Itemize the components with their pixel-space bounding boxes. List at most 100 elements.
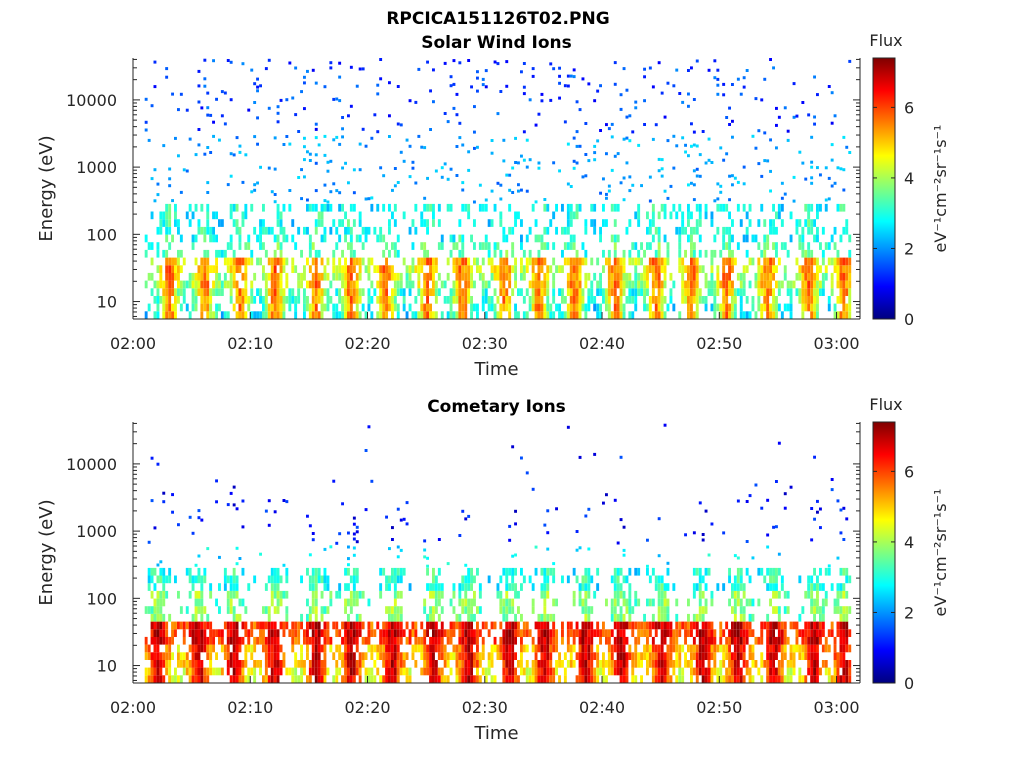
spectrogram-cell bbox=[508, 621, 512, 630]
spectrogram-cell bbox=[804, 636, 808, 645]
spectrogram-cell bbox=[745, 311, 749, 319]
spectrogram-cell bbox=[197, 575, 201, 584]
spectrogram-cell bbox=[540, 660, 544, 668]
spectrogram-cell bbox=[546, 575, 550, 584]
spectrogram-cell bbox=[420, 296, 424, 304]
spectrogram-cell bbox=[267, 166, 271, 170]
spectrogram-cell bbox=[338, 644, 342, 653]
spectrogram-cell bbox=[792, 660, 796, 668]
spectrogram-cell bbox=[531, 644, 535, 653]
spectrogram-cell bbox=[810, 311, 814, 319]
spectrogram-cell bbox=[165, 575, 169, 584]
spectrogram-cell bbox=[323, 303, 327, 312]
spectrogram-cell bbox=[259, 296, 262, 304]
spectrogram-cell bbox=[294, 296, 298, 304]
spectrogram-cell bbox=[179, 234, 183, 243]
spectrogram-cell bbox=[692, 583, 696, 591]
spectrogram-cell bbox=[666, 583, 670, 591]
spectrogram-cell bbox=[833, 226, 837, 235]
spectrogram-cell bbox=[297, 660, 301, 668]
spectrogram-cell bbox=[777, 288, 781, 296]
spectrogram-cell bbox=[654, 675, 658, 683]
spectrogram-cell bbox=[270, 265, 274, 273]
spectrogram-cell bbox=[678, 257, 682, 266]
spectrogram-cell bbox=[270, 590, 274, 599]
spectrogram-cell bbox=[344, 211, 347, 220]
spectrogram-cell bbox=[534, 644, 538, 653]
spectrogram-cell bbox=[848, 575, 852, 584]
spectrogram-cell bbox=[355, 567, 359, 576]
spectrogram-cell bbox=[443, 644, 447, 653]
spectrogram-cell bbox=[426, 226, 429, 235]
spectrogram-cell bbox=[657, 652, 661, 660]
spectrogram-cell bbox=[179, 280, 183, 289]
spectrogram-cell bbox=[552, 242, 556, 250]
spectrogram-cell bbox=[391, 188, 394, 192]
spectrogram-cell bbox=[502, 272, 506, 281]
spectrogram-cell bbox=[314, 675, 318, 683]
spectrogram-cell bbox=[775, 296, 778, 304]
spectrogram-cell bbox=[218, 219, 221, 227]
spectrogram-cell bbox=[619, 296, 623, 304]
spectrogram-cell bbox=[728, 265, 731, 273]
spectrogram-cell bbox=[174, 311, 177, 319]
spectrogram-cell bbox=[226, 575, 230, 584]
spectrogram-cell bbox=[303, 288, 306, 296]
spectrogram-cell bbox=[637, 211, 641, 220]
spectrogram-cell bbox=[690, 211, 693, 220]
spectrogram-cell bbox=[168, 184, 172, 188]
spectrogram-cell bbox=[628, 583, 632, 591]
spectrogram-cell bbox=[602, 660, 605, 668]
spectrogram-cell bbox=[206, 652, 210, 660]
spectrogram-cell bbox=[437, 272, 441, 281]
spectrogram-cell bbox=[663, 296, 667, 304]
spectrogram-cell bbox=[616, 257, 620, 266]
spectrogram-cell bbox=[546, 531, 550, 535]
spectrogram-cell bbox=[203, 575, 207, 584]
spectrogram-cell bbox=[367, 621, 371, 630]
spectrogram-cell bbox=[839, 280, 843, 289]
spectrogram-cell bbox=[376, 652, 380, 660]
spectrogram-cell bbox=[470, 575, 473, 584]
spectrogram-cell bbox=[308, 242, 312, 250]
spectrogram-cell bbox=[546, 303, 550, 312]
spectrogram-cell bbox=[733, 675, 737, 683]
spectrogram-cell bbox=[827, 667, 831, 676]
spectrogram-cell bbox=[165, 67, 169, 71]
spectrogram-cell bbox=[481, 288, 485, 296]
spectrogram-cell bbox=[434, 311, 438, 319]
spectrogram-cell bbox=[168, 296, 172, 304]
spectrogram-cell bbox=[209, 288, 213, 296]
spectrogram-cell bbox=[827, 567, 831, 576]
spectrogram-cell bbox=[672, 203, 676, 212]
spectrogram-cell bbox=[373, 113, 377, 117]
spectrogram-cell bbox=[842, 288, 846, 296]
spectrogram-cell bbox=[411, 629, 415, 637]
spectrogram-cell bbox=[200, 636, 204, 645]
spectrogram-cell bbox=[203, 226, 207, 235]
spectrogram-cell bbox=[827, 197, 831, 201]
spectrogram-cell bbox=[643, 123, 646, 126]
spectrogram-cell bbox=[511, 598, 515, 607]
spectrogram-cell bbox=[162, 567, 166, 576]
spectrogram-cell bbox=[159, 621, 163, 630]
spectrogram-cell bbox=[605, 303, 608, 312]
spectrogram-cell bbox=[423, 272, 427, 281]
spectrogram-cell bbox=[719, 280, 723, 289]
spectrogram-cell bbox=[736, 590, 740, 599]
spectrogram-cell bbox=[458, 303, 462, 312]
spectrogram-cell bbox=[619, 272, 623, 281]
spectrogram-cell bbox=[291, 257, 295, 266]
spectrogram-cell bbox=[534, 123, 538, 127]
spectrogram-cell bbox=[836, 583, 840, 591]
spectrogram-cell bbox=[446, 629, 450, 637]
spectrogram-cell bbox=[725, 116, 729, 119]
spectrogram-cell bbox=[578, 667, 582, 676]
spectrogram-cell bbox=[311, 257, 315, 266]
spectrogram-cell bbox=[769, 652, 772, 660]
spectrogram-cell bbox=[599, 226, 602, 235]
spectrogram-cell bbox=[473, 598, 476, 607]
spectrogram-cell bbox=[244, 660, 248, 668]
spectrogram-cell bbox=[622, 176, 626, 180]
spectrogram-cell bbox=[361, 590, 365, 599]
